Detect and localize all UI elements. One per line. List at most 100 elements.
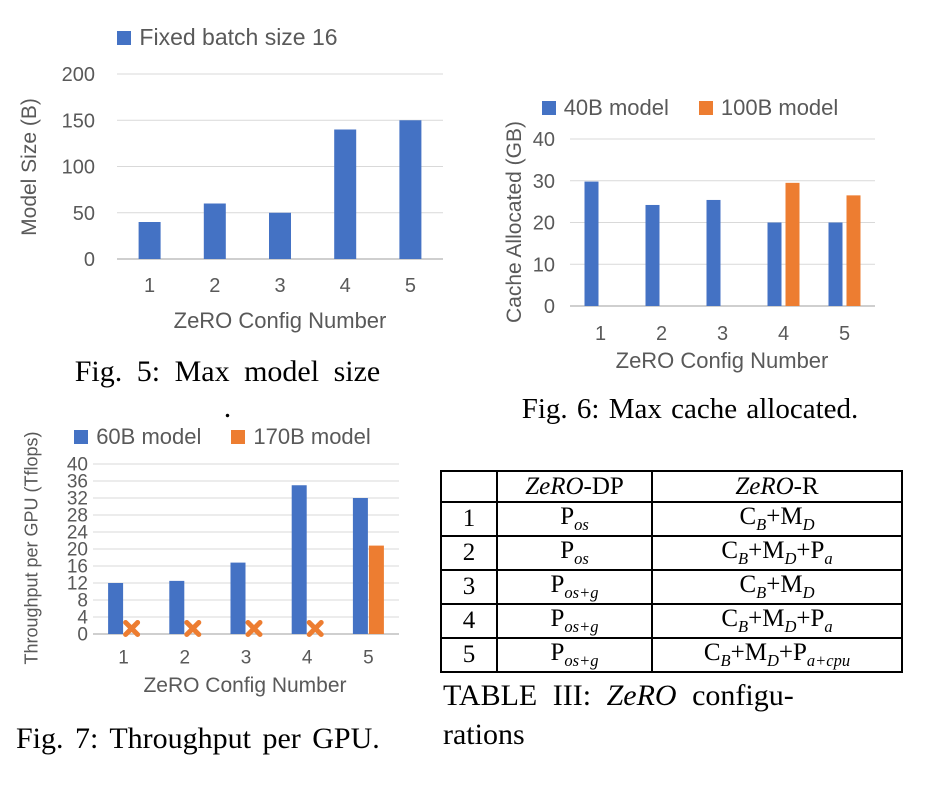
fig6-legend: 40B model 100B model [455,95,925,121]
fig5-x-axis-title: ZeRO Config Number [173,308,387,333]
bar-40b-model-config-5 [828,222,843,306]
x-tick-label: 1 [595,323,606,345]
table-caption: TABLE III: ZeRO configu- rations [443,676,921,754]
bar-60b-model-config-4 [291,485,307,634]
column-header: ZeRO-R [651,470,903,503]
text-segment: TABLE III: [443,679,607,712]
y-tick-label: 12 [67,574,88,595]
y-tick-label: 24 [67,523,89,544]
zero-r-cell: CB+MD+Pa [651,603,903,639]
italic-text-segment: ZeRO [525,472,584,500]
legend-swatch-icon [231,430,246,444]
legend-item-40b-model: 40B model [541,95,669,121]
fig7-legend: 60B model 170B model [0,424,445,450]
zero-dp-cell: Pos+g [496,603,653,639]
legend-item-fixed-batch-size-16: Fixed batch size 16 [117,24,338,51]
text-segment: configu- [676,679,794,712]
table-row: 1 Pos CB+MD [440,501,903,537]
table-row: 2 Pos CB+MD+Pa [440,535,903,571]
bar-40b-model-config-3 [706,199,721,306]
bar-60b-model-config-2 [169,580,185,634]
y-tick-label: 200 [62,64,95,86]
x-tick-label: 5 [363,648,374,669]
bar-fixed-batch-size-16-config-5 [399,120,422,259]
legend-label: 40B model [563,95,669,120]
y-tick-label: 0 [544,296,555,318]
y-tick-label: 0 [77,625,88,646]
legend-label: 170B model [253,424,371,449]
legend-swatch-icon [74,430,89,444]
table-row: 5 Pos+g CB+MD+Pa+cpu [440,637,903,673]
column-header: ZeRO-DP [496,470,653,503]
y-tick-label: 100 [62,157,95,179]
y-tick-label: 36 [67,472,88,493]
text-segment: -DP [583,472,624,500]
legend-swatch-icon [117,30,132,45]
legend-item-60b-model: 60B model [74,424,201,450]
x-tick-label: 2 [180,648,191,669]
legend-label: 100B model [720,95,839,120]
bar-fixed-batch-size-16-config-4 [334,129,357,259]
bar-40b-model-config-1 [584,181,599,306]
italic-text-segment: ZeRO [606,679,677,712]
fig5-caption-line1: Fig. 5: Max model size [74,355,381,388]
table-caption-line2: rations [443,718,525,751]
fig5-max-model-size-chart: Fixed batch size 16 0 50 100 150 200 1 2 3 4 5 Mo… [0,5,455,355]
fig5-y-axis-title: Model Size (B) [18,98,41,236]
zero-dp-cell: Pos [496,501,653,537]
legend-swatch-icon [698,101,713,115]
x-tick-label: 3 [717,323,728,345]
y-tick-label: 4 [77,608,88,629]
x-marker-170b-model-config-1 [123,619,141,637]
fig7-y-axis-title: Throughput per GPU (Tflops) [21,431,42,665]
bar-100b-model-config-5 [846,195,861,306]
fig5-legend: Fixed batch size 16 [0,24,455,51]
x-tick-label: 5 [839,323,850,345]
zero-dp-cell: Pos [496,535,653,571]
bar-100b-model-config-4 [785,182,800,306]
fig5-caption-line2: . [223,391,232,424]
zero-configurations-table: ZeRO-DP ZeRO-R 1 Pos CB+MD 2 Pos CB+MD+Pa 3 Pos+g… [440,470,903,673]
bar-40b-model-config-2 [645,204,660,306]
x-marker-170b-model-config-3 [245,619,263,637]
fig7-caption: Fig. 7: Throughput per GPU. [16,722,380,755]
y-tick-label: 50 [73,203,95,225]
config-number-cell: 1 [440,501,498,537]
x-tick-label: 1 [118,648,129,669]
x-tick-label: 2 [209,275,220,297]
legend-item-100b-model: 100B model [698,95,839,121]
y-tick-label: 20 [67,540,88,561]
y-tick-label: 32 [67,489,88,510]
legend-label: Fixed batch size 16 [139,24,338,50]
bar-40b-model-config-4 [767,222,782,306]
config-number-cell: 5 [440,637,498,673]
table-row: 4 Pos+g CB+MD+Pa [440,603,903,639]
zero-r-cell: CB+MD+Pa+cpu [651,637,903,673]
x-tick-label: 4 [340,275,351,297]
fig6-caption: Fig. 6: Max cache allocated. [521,393,859,425]
legend-item-170b-model: 170B model [231,424,371,450]
fig7-throughput-per-gpu-chart: 60B model 170B model 0 4 8 12 16 20 24 28 32 36 40 1… [0,412,445,718]
fig6-y-axis-title: Cache Allocated (GB) [503,121,526,323]
y-tick-label: 0 [84,249,95,271]
zero-dp-cell: Pos+g [496,637,653,673]
bar-170b-model-config-5 [368,545,384,634]
bar-fixed-batch-size-16-config-3 [269,212,291,259]
bar-fixed-batch-size-16-config-2 [203,203,226,259]
y-tick-label: 16 [67,557,88,578]
x-marker-170b-model-config-4 [306,619,324,637]
fig6-plot-area: 0 10 20 30 40 1 2 3 4 5 [533,129,875,345]
zero-dp-cell: Pos+g [496,569,653,605]
x-tick-label: 1 [144,275,155,297]
y-tick-label: 150 [62,110,95,132]
fig7-x-axis-title: ZeRO Config Number [143,674,347,697]
italic-text-segment: ZeRO [735,472,794,500]
fig5-plot-area: 0 50 100 150 200 1 2 3 4 5 [62,64,443,297]
y-tick-label: 30 [533,171,555,193]
text-segment: -R [793,472,819,500]
bar-60b-model-config-5 [352,498,368,634]
config-number-cell: 3 [440,569,498,605]
fig6-x-axis-title: ZeRO Config Number [615,348,829,373]
x-tick-label: 2 [656,323,667,345]
